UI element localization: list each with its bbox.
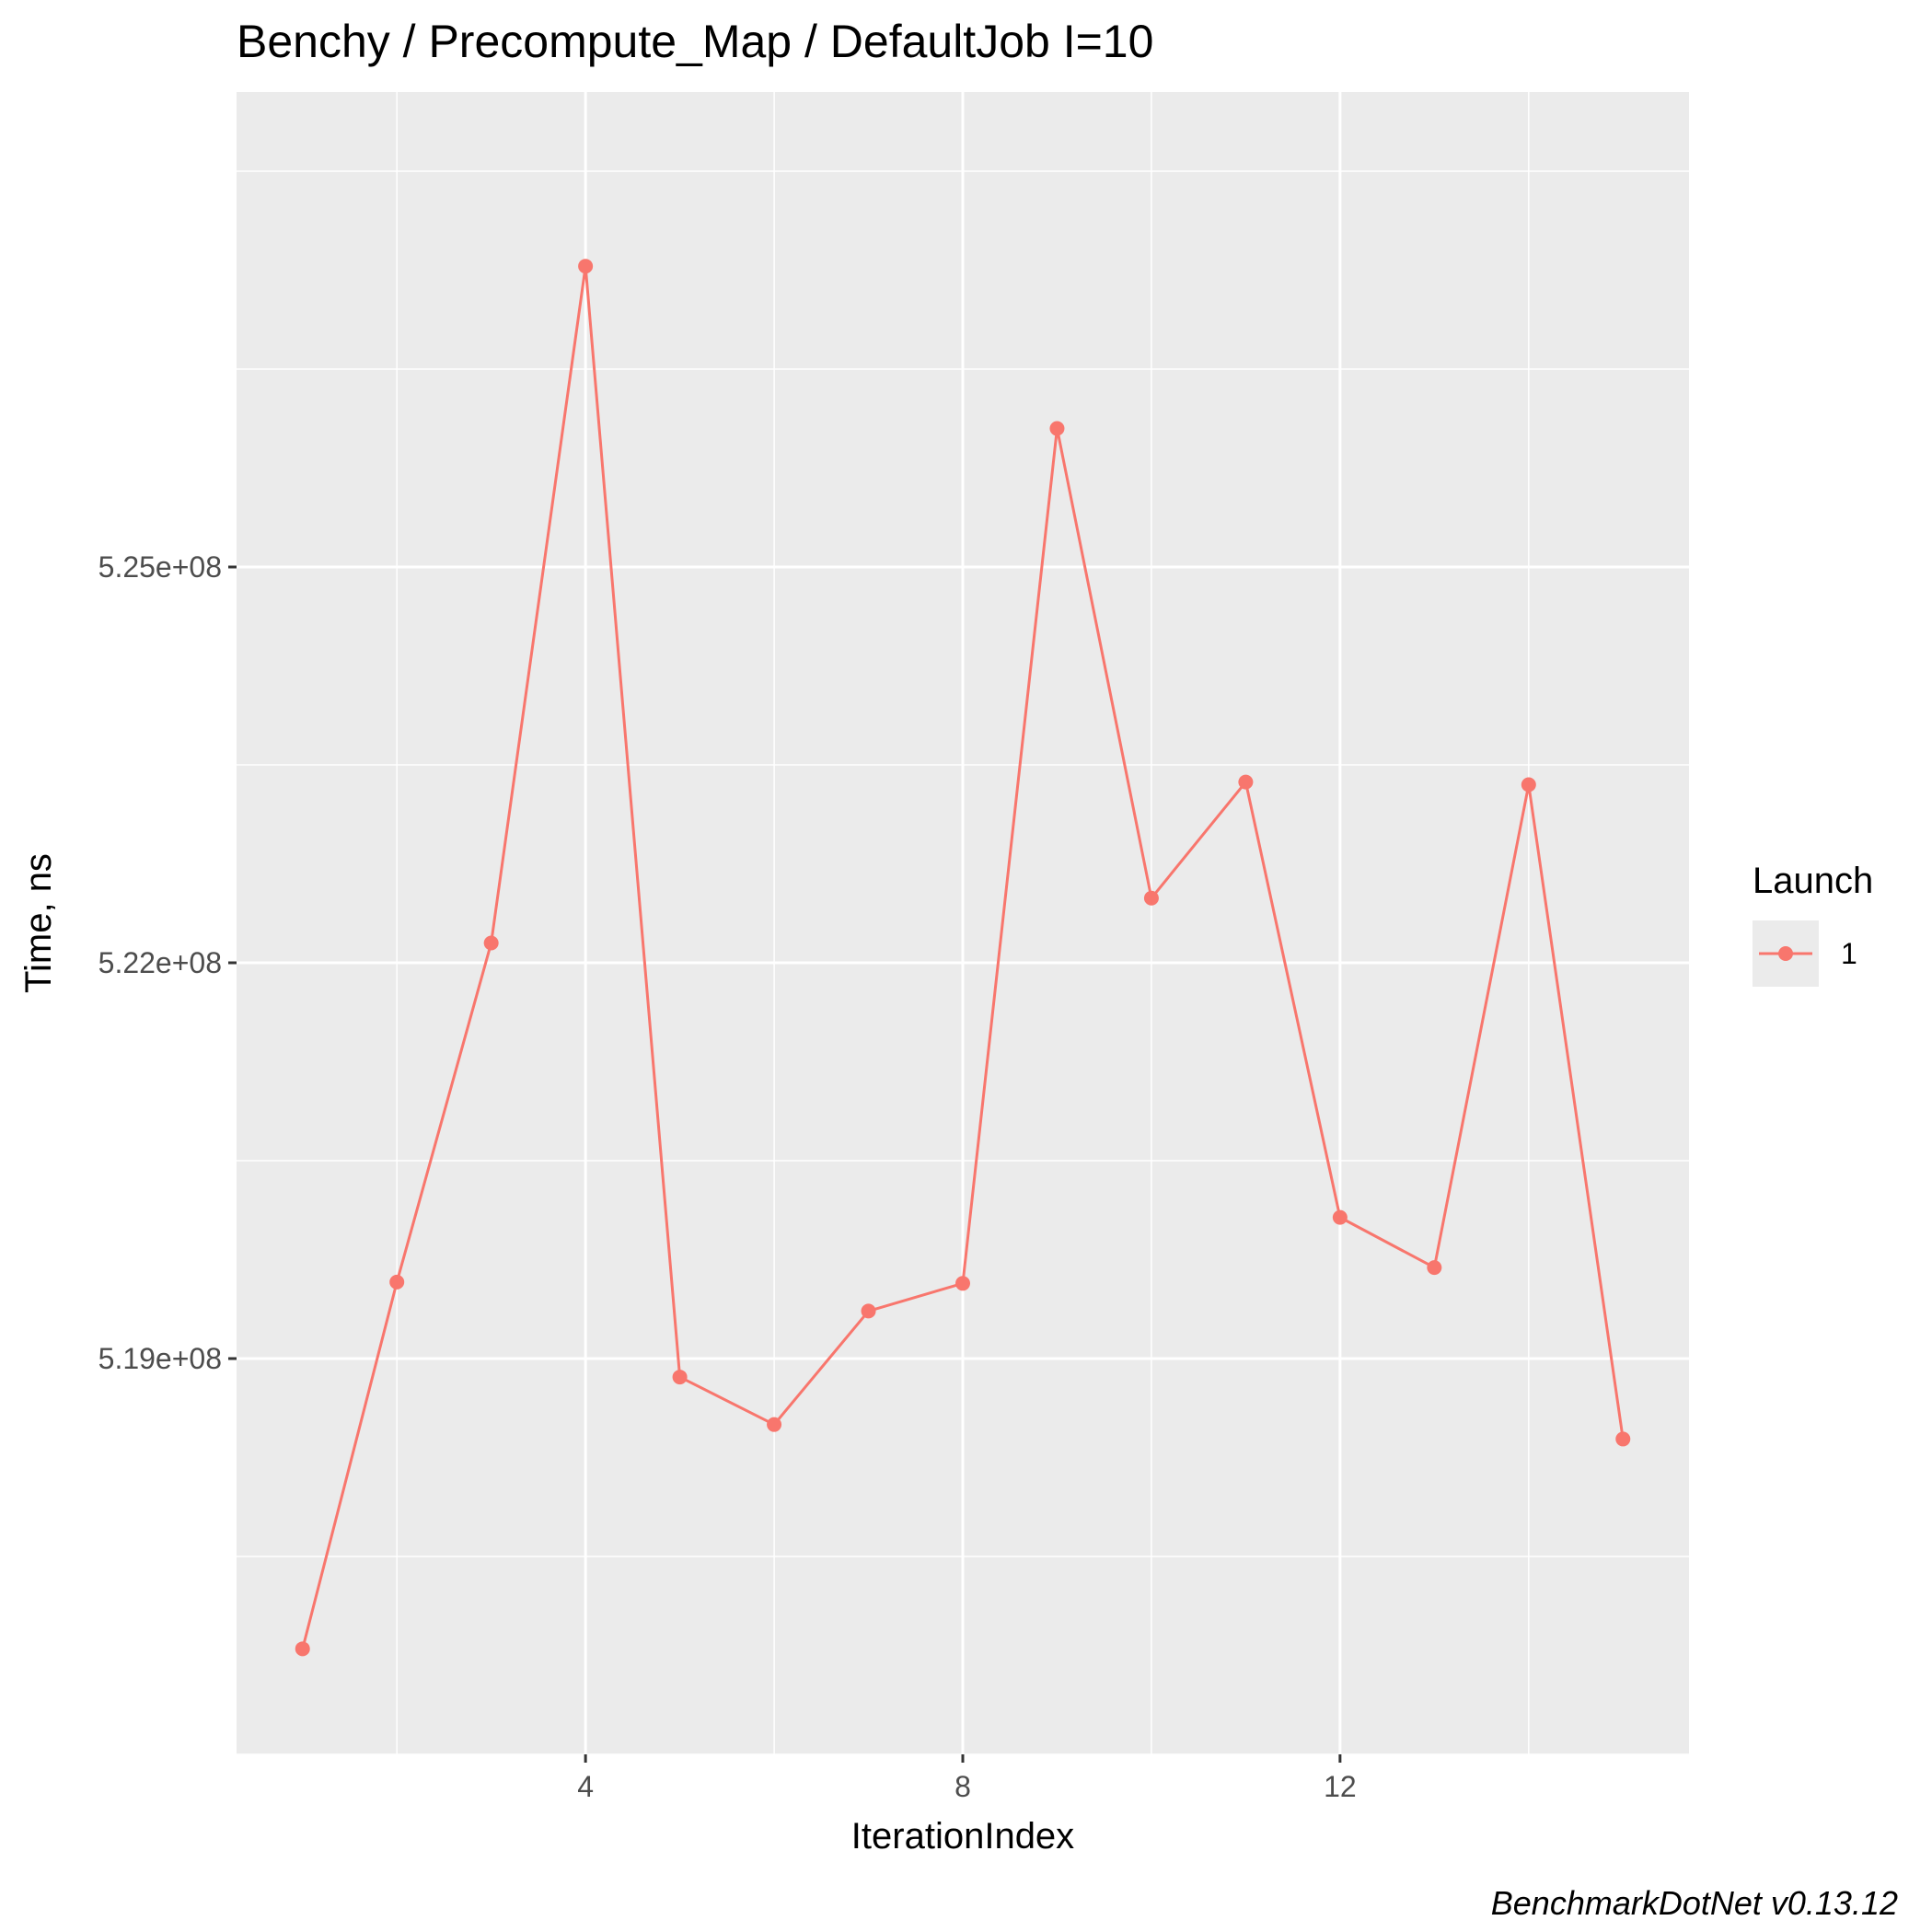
x-axis: 4 8 12 [577,1754,1357,1803]
y-axis-title: Time, ns [18,853,59,993]
chart-title: Benchy / Precompute_Map / DefaultJob I=1… [237,16,1153,67]
data-point [483,935,499,951]
legend-label: 1 [1841,937,1857,970]
grid-major [237,92,1689,1754]
data-point [1521,777,1536,792]
caption: BenchmarkDotNet v0.13.12 [1491,1884,1898,1922]
data-point [295,1641,310,1657]
y-tick-label: 5.25e+08 [98,550,222,584]
data-point [389,1274,405,1290]
y-tick-label: 5.19e+08 [98,1342,222,1375]
data-point [1427,1260,1442,1276]
data-point [861,1303,876,1319]
y-axis: 5.19e+08 5.22e+08 5.25e+08 [98,550,237,1375]
data-point [767,1417,782,1432]
legend-title: Launch [1753,861,1873,901]
data-point [955,1276,970,1291]
legend: Launch 1 [1753,861,1873,987]
data-point [1049,421,1065,436]
data-point [1238,774,1254,790]
x-tick-label: 4 [577,1770,594,1803]
series-points [295,259,1631,1657]
x-tick-label: 8 [954,1770,971,1803]
data-point [1615,1431,1631,1447]
y-tick-label: 5.22e+08 [98,946,222,979]
data-point [1143,890,1159,906]
x-tick-label: 12 [1324,1770,1357,1803]
data-point [1332,1209,1348,1225]
data-point [578,259,594,274]
legend-key-point [1778,946,1793,961]
x-axis-title: IterationIndex [851,1816,1074,1857]
data-point [672,1370,688,1385]
